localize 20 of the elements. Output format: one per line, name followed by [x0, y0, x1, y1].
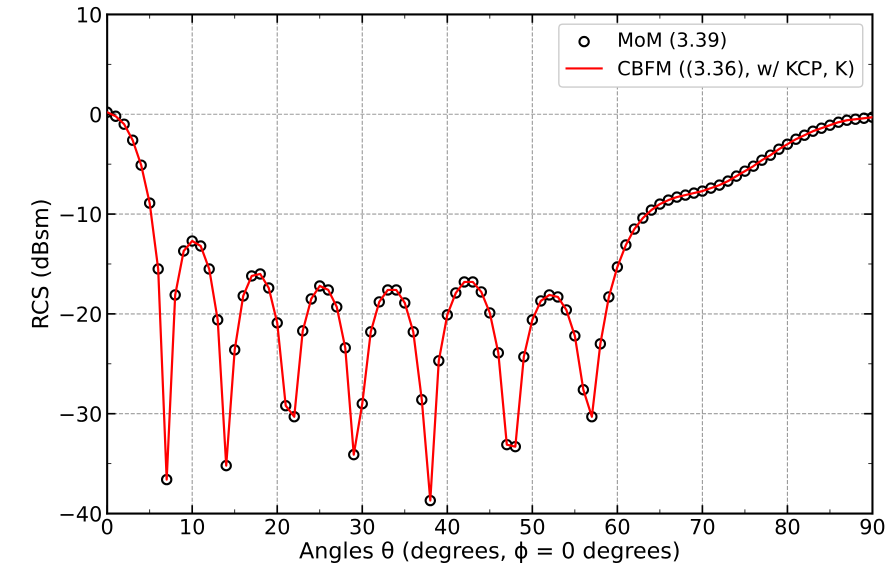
legend-label: CBFM ((3.36), w/ KCP, K) — [618, 60, 854, 78]
y-tick-label: −40 — [60, 506, 101, 522]
x-tick-label: 10 — [181, 518, 204, 535]
x-tick-label: 60 — [606, 518, 630, 535]
y-tick-label: −10 — [60, 206, 101, 222]
x-tick-label: 30 — [350, 518, 374, 535]
x-tick-label: 80 — [776, 518, 800, 535]
y-axis-title: RCS (dBsm) — [31, 200, 52, 328]
x-tick-label: 50 — [520, 518, 544, 535]
y-tick-label: −30 — [60, 406, 101, 422]
x-tick-label: 40 — [435, 518, 460, 535]
x-tick-label: 70 — [690, 518, 714, 535]
legend-label: MoM (3.39) — [619, 32, 726, 50]
x-axis-title: Angles θ (degrees, ϕ = 0 degrees) — [299, 541, 679, 564]
y-tick-label: 0 — [90, 106, 101, 122]
x-tick-label: 90 — [860, 518, 884, 535]
x-tick-label: 20 — [266, 518, 290, 535]
y-tick-label: 10 — [78, 6, 101, 23]
y-tick-label: −20 — [60, 306, 101, 322]
x-tick-label: 0 — [102, 518, 112, 535]
